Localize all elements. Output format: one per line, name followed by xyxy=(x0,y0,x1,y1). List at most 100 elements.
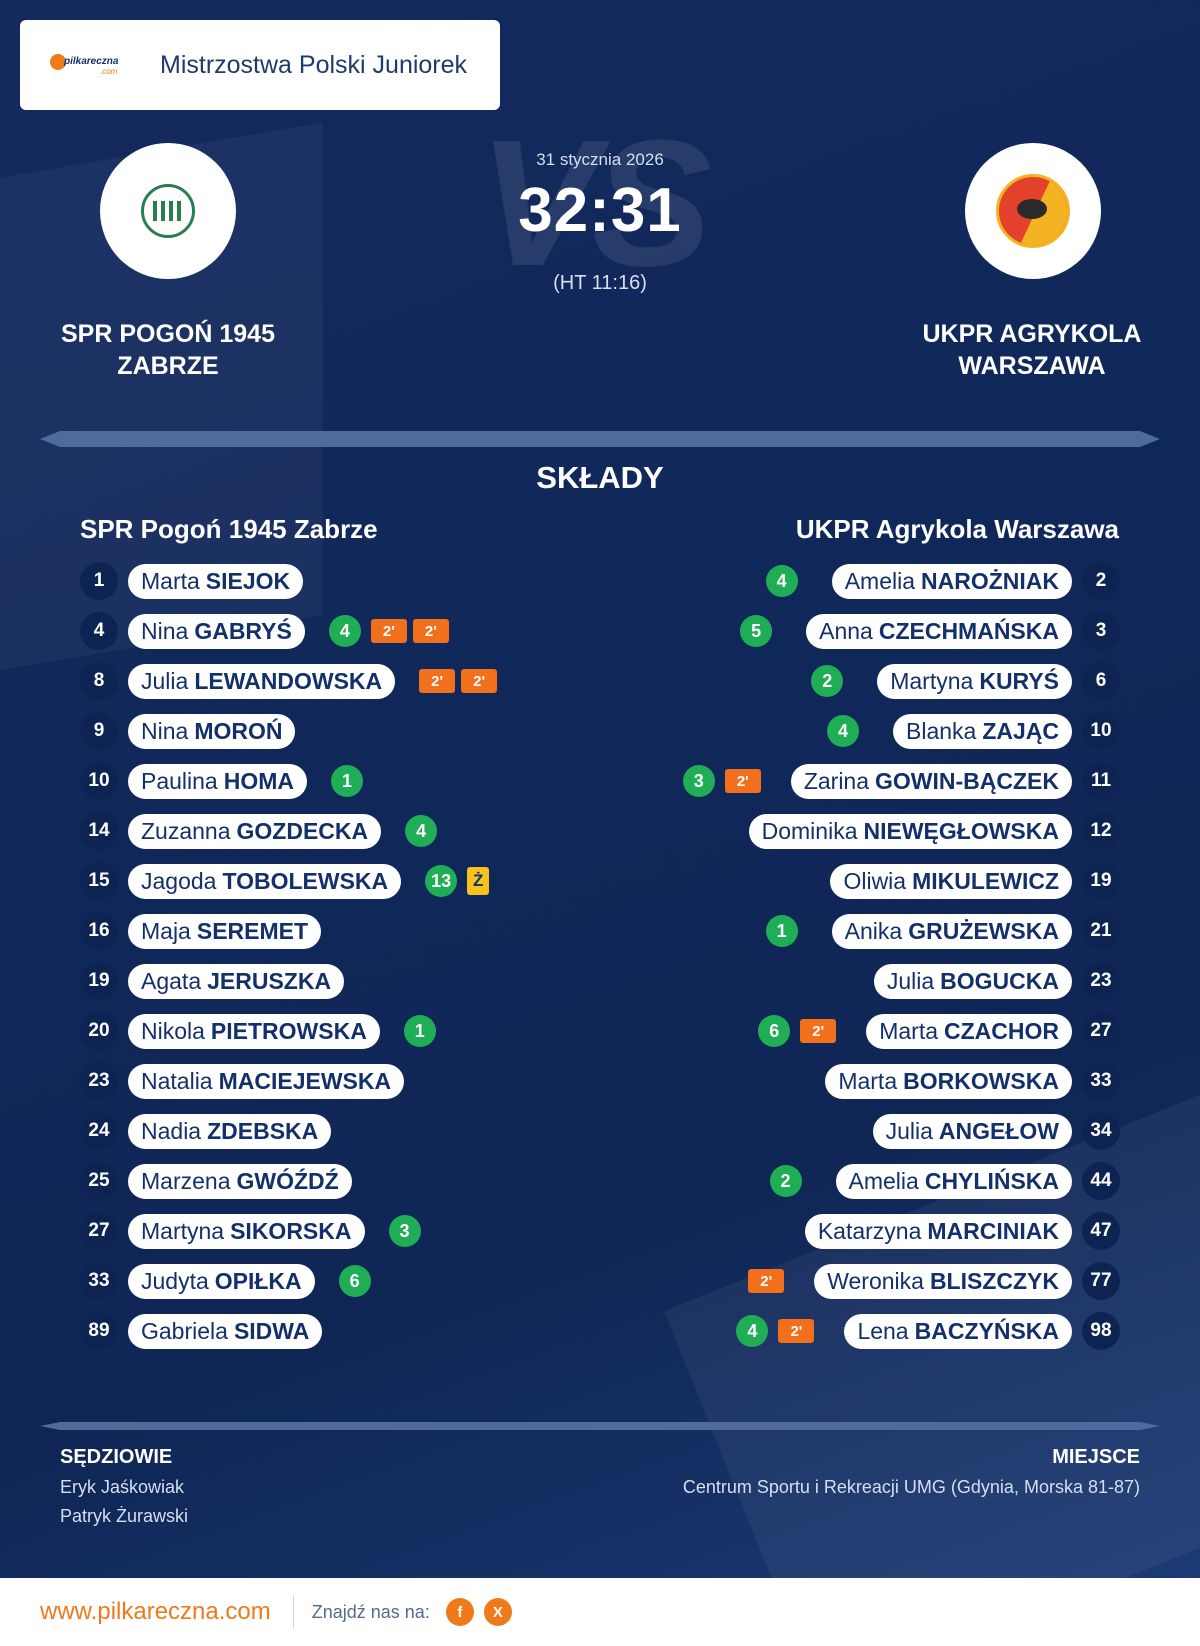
player-stats: 1 xyxy=(403,1015,446,1047)
player-first-name: Oliwia xyxy=(843,867,907,894)
venue-title: MIEJSCE xyxy=(1052,1446,1140,1468)
away-team-name-line1: UKPR AGRYKOLA xyxy=(922,320,1142,348)
goals-badge: 3 xyxy=(682,765,715,797)
x-icon[interactable]: X xyxy=(483,1598,512,1626)
player-first-name: Nikola xyxy=(141,1017,205,1044)
footer: www.pilkareczna.com Znajdź nas na: f X xyxy=(0,1578,1200,1646)
player-last-name: CHYLIŃSKA xyxy=(924,1167,1059,1194)
suspension-badge: 2' xyxy=(778,1319,815,1343)
player-name: Martyna SIKORSKA xyxy=(128,1213,365,1249)
player-stats: 4 2' xyxy=(736,1315,820,1347)
player-row: 4 Nina GABRYŚ 4 2' 2' xyxy=(80,606,640,656)
player-row: 89 Gabriela SIDWA xyxy=(80,1306,640,1356)
player-number: 19 xyxy=(80,962,118,1000)
player-first-name: Gabriela xyxy=(141,1317,228,1344)
player-name: Lena BACZYŃSKA xyxy=(844,1313,1072,1349)
goals-badge: 2 xyxy=(769,1165,802,1197)
player-first-name: Jagoda xyxy=(141,867,217,894)
player-row: Oliwia MIKULEWICZ 19 xyxy=(560,856,1120,906)
logo-sub: .com xyxy=(100,67,118,76)
player-first-name: Julia xyxy=(886,967,935,994)
player-first-name: Marta xyxy=(141,567,200,594)
player-number: 2 xyxy=(1082,562,1120,600)
goals-badge: 3 xyxy=(388,1215,421,1247)
player-row: 9 Nina MOROŃ xyxy=(80,706,640,756)
player-first-name: Julia xyxy=(885,1117,933,1144)
goals-badge: 4 xyxy=(765,565,798,597)
player-number: 44 xyxy=(1082,1162,1120,1200)
home-lineup-title: SPR Pogoń 1945 Zabrze xyxy=(80,514,378,544)
player-last-name: MARCINIAK xyxy=(927,1217,1059,1244)
player-stats: 6 2' xyxy=(758,1015,842,1047)
player-number: 8 xyxy=(80,662,118,700)
player-name: Katarzyna MARCINIAK xyxy=(804,1213,1072,1249)
facebook-icon[interactable]: f xyxy=(445,1598,474,1626)
player-row: Julia ANGEŁOW 34 xyxy=(560,1106,1120,1156)
site-logo[interactable]: pilkareczna .com xyxy=(50,50,140,80)
header-card: pilkareczna .com Mistrzostwa Polski Juni… xyxy=(20,20,500,110)
player-last-name: SIKORSKA xyxy=(230,1217,352,1244)
player-last-name: ANGEŁOW xyxy=(938,1117,1059,1144)
player-row: 14 Zuzanna GOZDECKA 4 xyxy=(80,806,640,856)
player-stats: 5 xyxy=(740,615,782,647)
away-roster: 4 Amelia NAROŻNIAK 2 5 Anna CZECHMAŃSKA 3 2 Marty… xyxy=(560,556,1120,1356)
player-first-name: Marta xyxy=(838,1067,898,1094)
player-name: Blanka ZAJĄC xyxy=(893,713,1072,749)
referee-name: Eryk Jaśkowiak xyxy=(60,1477,185,1497)
home-team-name: SPR POGOŃ 1945 ZABRZE xyxy=(18,318,318,382)
player-name: Nina GABRYŚ xyxy=(128,613,305,649)
site-link[interactable]: www.pilkareczna.com xyxy=(40,1598,271,1625)
player-number: 33 xyxy=(80,1262,118,1300)
player-first-name: Amelia xyxy=(848,1167,919,1194)
player-row: 4 Amelia NAROŻNIAK 2 xyxy=(560,556,1120,606)
player-number: 23 xyxy=(80,1062,118,1100)
player-last-name: TOBOLEWSKA xyxy=(222,867,389,894)
player-first-name: Martyna xyxy=(141,1217,225,1244)
referees-title: SĘDZIOWIE xyxy=(60,1446,173,1468)
player-first-name: Lena xyxy=(857,1317,909,1344)
player-number: 20 xyxy=(80,1012,118,1050)
lineups-title: SKŁADY xyxy=(536,460,664,495)
player-stats: 2 xyxy=(811,665,853,697)
player-first-name: Judyta xyxy=(141,1267,209,1294)
player-number: 1 xyxy=(80,562,118,600)
player-last-name: OPIŁKA xyxy=(214,1267,302,1294)
player-stats: 2' xyxy=(748,1269,790,1293)
player-last-name: BLISZCZYK xyxy=(929,1267,1059,1294)
competition-title: Mistrzostwa Polski Juniorek xyxy=(160,50,468,79)
player-number: 10 xyxy=(80,762,118,800)
ball-icon xyxy=(50,54,66,70)
player-last-name: NAROŻNIAK xyxy=(921,567,1059,594)
player-name: Anna CZECHMAŃSKA xyxy=(806,613,1072,649)
player-row: Katarzyna MARCINIAK 47 xyxy=(560,1206,1120,1256)
agrykola-crest-icon xyxy=(996,174,1070,248)
player-name: Anika GRUŻEWSKA xyxy=(831,913,1072,949)
goals-badge: 6 xyxy=(338,1265,371,1297)
player-first-name: Marta xyxy=(879,1017,938,1044)
player-number: 27 xyxy=(80,1212,118,1250)
suspension-badge: 2' xyxy=(370,619,407,643)
player-first-name: Martyna xyxy=(890,667,974,694)
player-first-name: Paulina xyxy=(141,767,218,794)
player-row: 27 Martyna SIKORSKA 3 xyxy=(80,1206,640,1256)
player-number: 6 xyxy=(1082,662,1120,700)
player-row: 4 Blanka ZAJĄC 10 xyxy=(560,706,1120,756)
player-row: Marta BORKOWSKA 33 xyxy=(560,1056,1120,1106)
player-stats: 4 2' 2' xyxy=(328,615,455,647)
home-team-name-line1: SPR POGOŃ 1945 xyxy=(61,320,275,348)
player-last-name: KURYŚ xyxy=(979,667,1059,694)
player-stats: 2 xyxy=(769,1165,812,1197)
player-row: 2 Martyna KURYŚ 6 xyxy=(560,656,1120,706)
player-row: 19 Agata JERUSZKA xyxy=(80,956,640,1006)
player-first-name: Weronika xyxy=(827,1267,924,1294)
player-first-name: Amelia xyxy=(844,567,915,594)
player-first-name: Nina xyxy=(141,717,189,744)
goals-badge: 5 xyxy=(740,615,773,647)
player-first-name: Katarzyna xyxy=(817,1217,922,1244)
player-row: 16 Maja SEREMET xyxy=(80,906,640,956)
yellow-card-badge: Ż xyxy=(467,867,490,895)
suspension-badge: 2' xyxy=(419,669,456,693)
player-stats: 1 xyxy=(765,915,808,947)
player-row: 6 2' Marta CZACHOR 27 xyxy=(560,1006,1120,1056)
halftime-score: (HT 11:16) xyxy=(553,272,647,294)
